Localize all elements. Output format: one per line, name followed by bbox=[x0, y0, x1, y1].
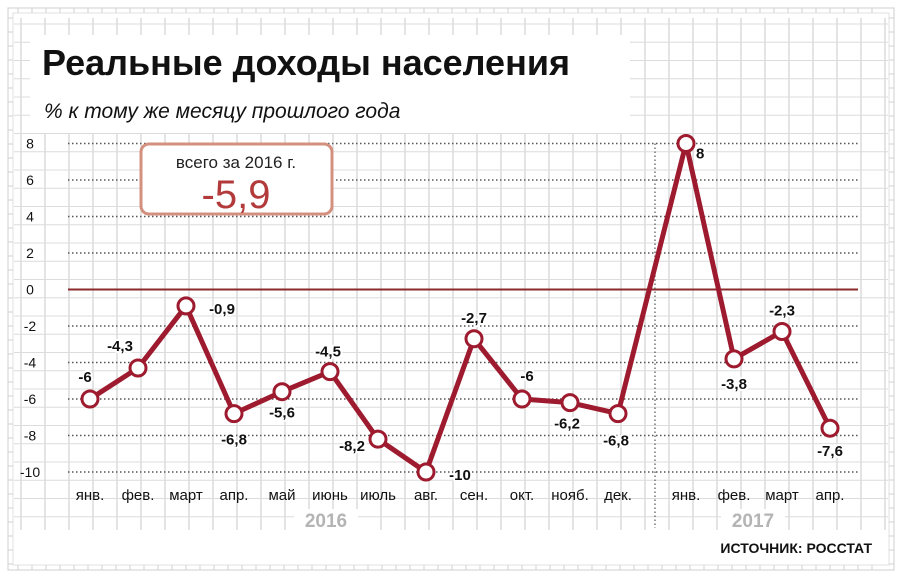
x-category-label: апр. bbox=[816, 487, 845, 504]
data-point bbox=[676, 134, 696, 153]
data-point bbox=[820, 418, 840, 438]
y-tick-label: -10 bbox=[20, 464, 40, 480]
data-points bbox=[80, 134, 840, 482]
chart-title: Реальные доходы населения bbox=[42, 42, 570, 83]
data-label: -5,6 bbox=[269, 405, 295, 422]
x-category-label: янв. bbox=[672, 487, 701, 504]
summary-box-frame bbox=[139, 142, 334, 216]
y-tick-label: 0 bbox=[26, 282, 34, 298]
data-point bbox=[320, 362, 340, 382]
data-point bbox=[724, 349, 744, 369]
data-label: -3,8 bbox=[721, 376, 747, 393]
data-point bbox=[224, 404, 244, 424]
y-tick-label: 8 bbox=[26, 136, 34, 152]
chart-frame bbox=[7, 7, 895, 571]
x-category-label: фев. bbox=[718, 487, 751, 504]
summary-box-value: -5,9 bbox=[202, 173, 271, 217]
data-label: 8 bbox=[696, 146, 704, 163]
x-category-label: июль bbox=[360, 487, 396, 504]
y-tick-label: -6 bbox=[24, 391, 37, 407]
y-tick-label: 6 bbox=[26, 172, 34, 188]
year-labels: 2016 2017 bbox=[294, 509, 785, 532]
data-point bbox=[608, 404, 628, 424]
data-label: -2,3 bbox=[769, 302, 795, 319]
year-label-backing bbox=[721, 509, 785, 531]
y-tick-label: -4 bbox=[24, 355, 37, 371]
summary-box-label: всего за 2016 г. bbox=[176, 153, 296, 172]
data-label: -6 bbox=[78, 369, 91, 386]
data-point bbox=[560, 393, 580, 413]
chart-subtitle: % к тому же месяцу прошлого года bbox=[44, 100, 400, 123]
source-note: ИСТОЧНИК: РОССТАТ bbox=[720, 540, 872, 556]
year-label-backing bbox=[294, 509, 358, 531]
data-point bbox=[772, 321, 792, 341]
data-point bbox=[464, 329, 484, 349]
x-category-label: янв. bbox=[76, 487, 105, 504]
data-label: -8,2 bbox=[339, 438, 365, 455]
data-label: -10 bbox=[449, 467, 471, 484]
data-label: -6,8 bbox=[221, 432, 247, 449]
outer-frame bbox=[7, 7, 895, 571]
x-category-label: март bbox=[765, 487, 799, 504]
data-label: -6,2 bbox=[554, 416, 580, 433]
data-point bbox=[80, 389, 100, 409]
title-panel bbox=[30, 35, 630, 133]
x-category-label: окт. bbox=[510, 487, 534, 504]
data-label: -2,7 bbox=[461, 310, 487, 327]
year-label: 2017 bbox=[732, 511, 774, 532]
data-series bbox=[87, 141, 833, 475]
data-label: -6 bbox=[520, 368, 533, 385]
x-category-label: май bbox=[268, 487, 295, 504]
data-label: -0,9 bbox=[209, 301, 235, 318]
data-point bbox=[272, 382, 292, 402]
x-category-label: дек. bbox=[604, 487, 632, 504]
x-category-label: апр. bbox=[220, 487, 249, 504]
x-category-label: сен. bbox=[460, 487, 488, 504]
y-tick-label: 2 bbox=[26, 245, 34, 261]
inner-frame bbox=[12, 12, 890, 566]
x-category-label: нояб. bbox=[551, 487, 589, 504]
y-tick-label: 4 bbox=[26, 209, 34, 225]
data-label: -7,6 bbox=[817, 443, 843, 460]
data-label: -4,3 bbox=[107, 338, 133, 355]
x-category-label: июнь bbox=[312, 487, 348, 504]
chart-grid bbox=[14, 18, 888, 530]
x-category-label: март bbox=[169, 487, 203, 504]
data-labels: -6 -4,3 -0,9 -6,8 -5,6 -4,5 -8,2 -10 -2,7 -6 -6,2 -… bbox=[76, 144, 845, 487]
summary-box: всего за 2016 г. -5,9 bbox=[139, 142, 334, 217]
data-point bbox=[368, 429, 388, 449]
y-tick-label: -2 bbox=[24, 318, 37, 334]
data-label: -6,8 bbox=[603, 433, 629, 450]
data-label: -4,5 bbox=[315, 344, 341, 361]
data-point bbox=[416, 462, 436, 482]
series-line bbox=[87, 141, 833, 475]
year-label: 2016 bbox=[305, 511, 347, 532]
data-point bbox=[128, 358, 148, 378]
y-tick-label: -8 bbox=[24, 428, 37, 444]
x-category-label: авг. bbox=[414, 487, 438, 504]
x-axis-categories: янв. фев. март апр. май июнь июль авг. сен. окт. н… bbox=[76, 487, 845, 504]
x-category-label: фев. bbox=[122, 487, 155, 504]
data-point bbox=[512, 389, 532, 409]
y-axis-ticks: 8 6 4 2 0 -2 -4 -6 -8 -10 bbox=[20, 136, 40, 481]
data-point bbox=[176, 296, 196, 316]
